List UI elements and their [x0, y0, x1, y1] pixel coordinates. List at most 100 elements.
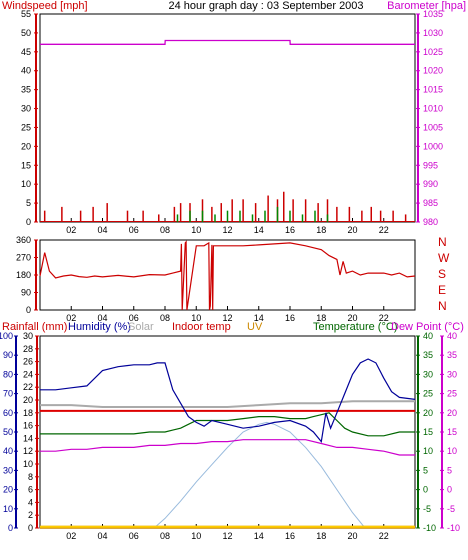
- humidity-axis-label: 90: [3, 350, 13, 360]
- baro-axis-label: 980: [423, 217, 438, 227]
- legend-dewpoint: Dew Point (°C): [391, 321, 464, 333]
- direction-x-tick-label: 12: [222, 313, 232, 323]
- rain-axis-label: 26: [23, 357, 33, 367]
- baro-axis-label: 1025: [423, 47, 443, 57]
- legend-humidity: Humidity (%): [68, 321, 131, 333]
- wind_baro-x-tick-label: 20: [347, 225, 357, 235]
- dewpoint-axis-label: 5: [447, 465, 452, 475]
- temperature-axis-label: 35: [423, 350, 433, 360]
- wind_baro-x-tick-label: 02: [66, 225, 76, 235]
- wind-axis-label: 30: [21, 104, 31, 114]
- wind-axis-label: 10: [21, 179, 31, 189]
- legend-solar: Solar: [128, 321, 154, 333]
- direction-x-tick-label: 10: [191, 313, 201, 323]
- wind_baro-x-tick-label: 08: [160, 225, 170, 235]
- climate-x-tick-label: 16: [285, 531, 295, 541]
- barometer-line: [40, 39, 415, 45]
- compass-label: N: [438, 235, 447, 249]
- dewpoint-axis-label: 10: [447, 446, 457, 456]
- compass-label: N: [438, 299, 447, 313]
- temperature-axis-label: 10: [423, 446, 433, 456]
- temperature-axis-label: -10: [423, 523, 436, 533]
- climate-x-tick-label: 18: [316, 531, 326, 541]
- compass-label: S: [438, 267, 446, 281]
- temperature-axis-label: 30: [423, 369, 433, 379]
- rain-axis-label: 8: [28, 472, 33, 482]
- humidity-axis-label: 70: [3, 389, 13, 399]
- humidity-axis-label: 60: [3, 408, 13, 418]
- humidity-axis-label: 40: [3, 446, 13, 456]
- legend-rainfall: Rainfall (mm): [2, 321, 67, 333]
- wind_baro-x-tick-label: 18: [316, 225, 326, 235]
- temperature-axis-label: 15: [423, 427, 433, 437]
- wind-axis-label: 0: [26, 217, 31, 227]
- rain-axis-label: 12: [23, 446, 33, 456]
- humidity-axis-label: 80: [3, 369, 13, 379]
- direction-x-tick-label: 14: [254, 313, 264, 323]
- rain-axis-label: 2: [28, 510, 33, 520]
- climate-x-tick-label: 14: [254, 531, 264, 541]
- gust-series: [176, 206, 329, 222]
- rain-axis-label: 22: [23, 382, 33, 392]
- climate-x-tick-label: 20: [347, 531, 357, 541]
- humidity-axis-label: 50: [3, 427, 13, 437]
- humidity-axis-label: 100: [0, 331, 13, 341]
- temperature-axis-label: 40: [423, 331, 433, 341]
- baro-axis-label: 990: [423, 179, 438, 189]
- temperature-axis-label: 5: [423, 465, 428, 475]
- direction-axis-label: 0: [26, 305, 31, 315]
- wind-axis-label: 25: [21, 122, 31, 132]
- wind_baro-frame: [39, 13, 416, 223]
- dewpoint-axis-label: 20: [447, 408, 457, 418]
- baro-axis-label: 1020: [423, 66, 443, 76]
- dewpoint-axis-label: 25: [447, 389, 457, 399]
- rain-axis-label: 18: [23, 408, 33, 418]
- humidity-line: [40, 358, 416, 444]
- wind_baro-x-tick-label: 12: [222, 225, 232, 235]
- direction-axis-label: 90: [21, 288, 31, 298]
- climate-x-tick-label: 06: [129, 531, 139, 541]
- direction-x-tick-label: 02: [66, 313, 76, 323]
- wind_baro-x-tick-label: 06: [129, 225, 139, 235]
- legend-uv: UV: [247, 321, 263, 333]
- dewpoint-axis-label: 0: [447, 485, 452, 495]
- direction-axis-label: 180: [16, 270, 31, 280]
- barometer-axis-title: Barometer [hpa]: [387, 0, 466, 12]
- direction-x-tick-label: 08: [160, 313, 170, 323]
- dewpoint-axis-label: 30: [447, 369, 457, 379]
- temperature-axis-label: 0: [423, 485, 428, 495]
- direction-x-tick-label: 22: [379, 313, 389, 323]
- solar-line: [40, 400, 415, 408]
- wind-axis-label: 50: [21, 28, 31, 38]
- direction-x-tick-label: 04: [97, 313, 107, 323]
- temperature-axis-label: -5: [423, 504, 431, 514]
- baro-axis-label: 1035: [423, 9, 443, 19]
- windspeed-axis-title: Windspeed [mph]: [2, 0, 88, 12]
- baro-axis-label: 985: [423, 198, 438, 208]
- rain-axis-label: 30: [23, 331, 33, 341]
- direction-x-tick-label: 20: [347, 313, 357, 323]
- direction-x-tick-label: 18: [316, 313, 326, 323]
- wind-axis-label: 40: [21, 66, 31, 76]
- wind_baro-x-tick-label: 10: [191, 225, 201, 235]
- wind-axis-label: 20: [21, 141, 31, 151]
- baro-axis-label: 1030: [423, 28, 443, 38]
- wind-axis-label: 5: [26, 198, 31, 208]
- dewpoint-axis-label: -10: [447, 523, 460, 533]
- compass-label: W: [438, 251, 450, 265]
- legend-temperature: Temperature (°C): [313, 321, 397, 333]
- dewpoint-axis-label: 15: [447, 427, 457, 437]
- climate-x-tick-label: 04: [97, 531, 107, 541]
- wind_baro-x-tick-label: 16: [285, 225, 295, 235]
- rain-axis-label: 24: [23, 369, 33, 379]
- rain-axis-label: 20: [23, 395, 33, 405]
- wind-axis-label: 55: [21, 9, 31, 19]
- wind-axis-label: 35: [21, 85, 31, 95]
- dew-point-c-line: [40, 439, 415, 456]
- humidity-axis-label: 20: [3, 485, 13, 495]
- wind-axis-label: 45: [21, 47, 31, 57]
- baro-axis-label: 1015: [423, 85, 443, 95]
- climate-x-tick-label: 08: [160, 531, 170, 541]
- climate-x-tick-label: 02: [66, 531, 76, 541]
